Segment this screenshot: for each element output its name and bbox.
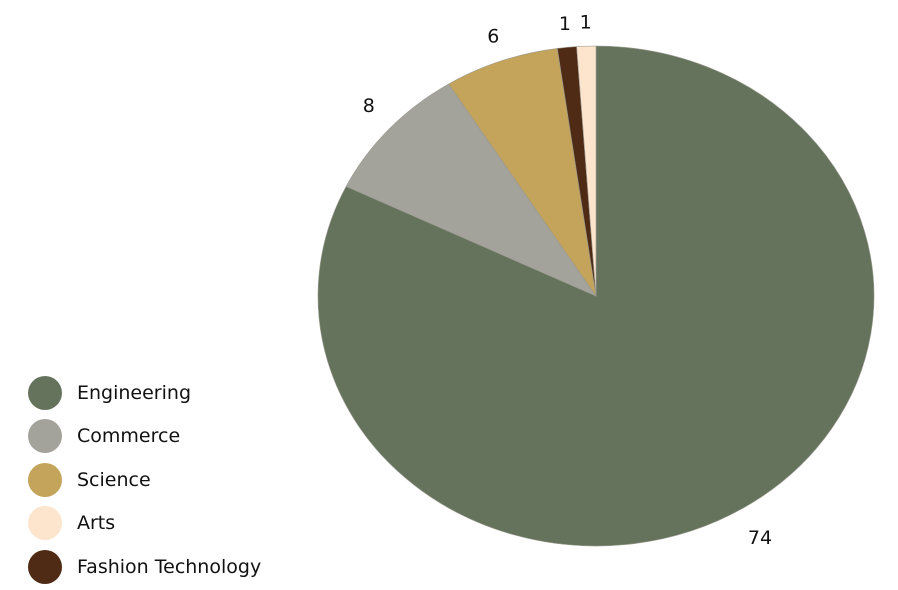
legend-item-science[interactable]: Science bbox=[28, 458, 261, 502]
legend-label-engineering: Engineering bbox=[77, 381, 191, 404]
legend-item-arts[interactable]: Arts bbox=[28, 502, 261, 546]
data-label-commerce: 8 bbox=[363, 95, 375, 117]
pie-data-labels: 74 8 6 1 1 bbox=[363, 12, 772, 549]
data-label-fashion-technology: 1 bbox=[559, 13, 571, 35]
pie-slice-commerce[interactable] bbox=[345, 83, 597, 297]
legend-label-fashion-technology: Fashion Technology bbox=[77, 555, 262, 578]
legend-item-fashion-technology[interactable]: Fashion Technology bbox=[28, 545, 261, 589]
legend-swatch-arts bbox=[28, 506, 62, 541]
pie-slices bbox=[317, 45, 875, 547]
data-label-arts: 1 bbox=[580, 12, 592, 34]
data-label-engineering: 74 bbox=[748, 527, 772, 549]
legend-label-arts: Arts bbox=[77, 512, 116, 535]
legend-swatch-commerce bbox=[28, 419, 62, 454]
pie-slice-arts[interactable] bbox=[576, 45, 597, 297]
data-label-science: 6 bbox=[487, 25, 499, 47]
pie-slice-science[interactable] bbox=[448, 48, 597, 297]
legend-item-commerce[interactable]: Commerce bbox=[28, 415, 261, 459]
legend-item-engineering[interactable]: Engineering bbox=[28, 371, 261, 415]
legend-swatch-science bbox=[28, 462, 62, 497]
legend-label-commerce: Commerce bbox=[77, 425, 181, 448]
chart-legend: Engineering Commerce Science Arts Fashio… bbox=[28, 371, 261, 589]
legend-swatch-fashion-technology bbox=[28, 549, 62, 584]
legend-label-science: Science bbox=[77, 468, 151, 491]
legend-swatch-engineering bbox=[28, 375, 62, 410]
